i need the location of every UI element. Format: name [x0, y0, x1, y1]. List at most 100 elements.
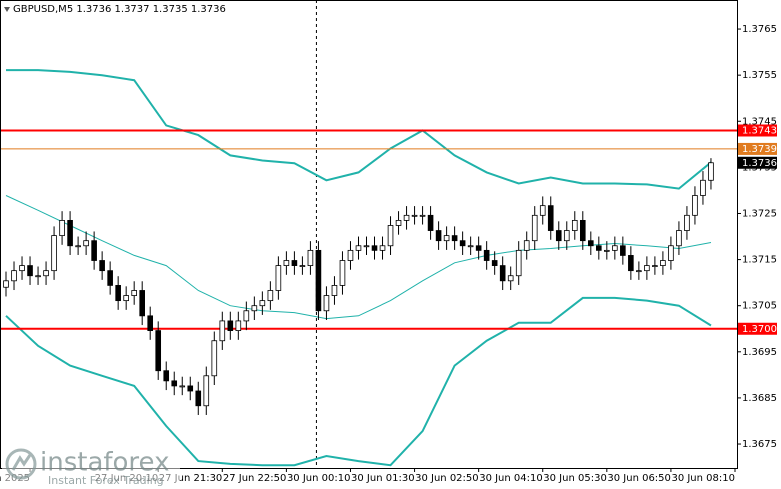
candle-body [491, 260, 498, 266]
candle-body [35, 275, 41, 278]
candle-body [315, 249, 322, 312]
candle-body [75, 245, 81, 248]
candle-body [83, 240, 89, 247]
candle-body [459, 240, 466, 247]
candle-body [467, 245, 474, 248]
candle-body [259, 300, 266, 307]
candle-body [307, 249, 314, 266]
candle-body [451, 235, 458, 242]
title-icon [4, 7, 10, 12]
candle-body [475, 245, 482, 251]
candle-body [644, 265, 650, 272]
y-tick-label: 1.3705 [742, 301, 777, 312]
y-tick-label: 1.3675 [742, 439, 777, 450]
candle-body [684, 214, 690, 231]
candle-body [395, 219, 402, 226]
candle-body [379, 245, 386, 251]
watermark-logo-mark [11, 454, 32, 471]
candle-body [515, 249, 522, 277]
candle-body [99, 260, 105, 272]
chart-title: GBPUSD,M5 1.3736 1.3737 1.3735 1.3736 [13, 4, 226, 15]
candle-body [419, 214, 426, 217]
plot-area [0, 0, 737, 468]
candle-body [636, 270, 642, 273]
candle-body [539, 205, 546, 216]
y-tick-label: 1.3715 [742, 255, 777, 266]
candle-body [115, 285, 121, 302]
candle-body [51, 235, 57, 272]
bollinger-band [5, 296, 712, 467]
candle-body [676, 230, 682, 247]
candle-body [427, 214, 434, 231]
watermark-brand: instaforex [40, 448, 169, 478]
watermark-logo [5, 448, 37, 480]
candle-body [267, 290, 274, 302]
candle-body [363, 245, 370, 248]
candle-body [443, 235, 450, 242]
candle-body [435, 230, 442, 242]
plot-frame [0, 0, 738, 469]
candle-body [547, 205, 554, 231]
candle-body [700, 179, 706, 196]
candle-body [483, 249, 490, 261]
candle-body [555, 230, 562, 242]
candle-body [668, 245, 674, 261]
x-tick-label: 30 Jun 06:50 [607, 473, 671, 484]
candle-body [179, 385, 186, 388]
candle-body [219, 320, 226, 342]
candle-body [251, 305, 258, 312]
x-tick-label: 27 Jun 21:30 [159, 473, 223, 484]
x-tick-label: 30 Jun 02:50 [415, 473, 479, 484]
candle-body [123, 295, 129, 302]
candle-body [91, 240, 97, 261]
candle-body [571, 219, 578, 231]
x-tick-label: 30 Jun 08:10 [671, 473, 735, 484]
candle-body [563, 230, 570, 242]
candle-body [339, 260, 346, 286]
candle-body [347, 249, 354, 261]
candle-body [596, 245, 602, 251]
candle-body [411, 214, 418, 217]
y-tick-label: 1.3695 [742, 347, 777, 358]
candle-body [147, 315, 154, 331]
price-level-box [738, 142, 777, 155]
x-tick-label: 30 Jun 04:10 [479, 473, 543, 484]
y-tick-label: 1.3725 [742, 208, 777, 219]
price-level-box [738, 124, 777, 137]
y-tick-label: 1.3745 [742, 116, 777, 127]
y-tick-label: 1.3685 [742, 393, 777, 404]
candle-body [11, 270, 17, 282]
candle-body [155, 330, 162, 372]
candle-body [331, 285, 338, 296]
candle-body [587, 240, 594, 247]
y-tick-label: 1.3765 [742, 24, 777, 35]
x-tick-label: 30 Jun 01:30 [351, 473, 415, 484]
candle-body [579, 219, 586, 242]
candle-body [3, 280, 9, 288]
bollinger-band [6, 69, 712, 190]
y-tick-label: 1.3755 [742, 70, 777, 81]
current-price-label: 1.3736 [742, 158, 777, 169]
candle-body [139, 290, 145, 317]
candle-body [171, 380, 178, 387]
candle-body [187, 385, 194, 392]
candle-body [628, 255, 634, 272]
candle-body [323, 295, 330, 312]
candle-body [371, 245, 378, 251]
candle-body [107, 270, 113, 286]
candle-body [43, 270, 49, 277]
candle-body [211, 340, 218, 377]
candle-body [387, 225, 394, 247]
x-tick-label: 30 Jun 00:10 [287, 473, 351, 484]
candle-body [291, 260, 298, 266]
candle-body [283, 260, 290, 266]
candle-body [67, 219, 73, 247]
price-level-box [738, 322, 777, 335]
x-tick-label: 27 Jun 22:50 [223, 473, 287, 484]
candle-body [620, 245, 626, 256]
candle-body [507, 275, 514, 282]
candle-body [243, 310, 250, 322]
price-level-label: 1.3743 [742, 125, 777, 136]
